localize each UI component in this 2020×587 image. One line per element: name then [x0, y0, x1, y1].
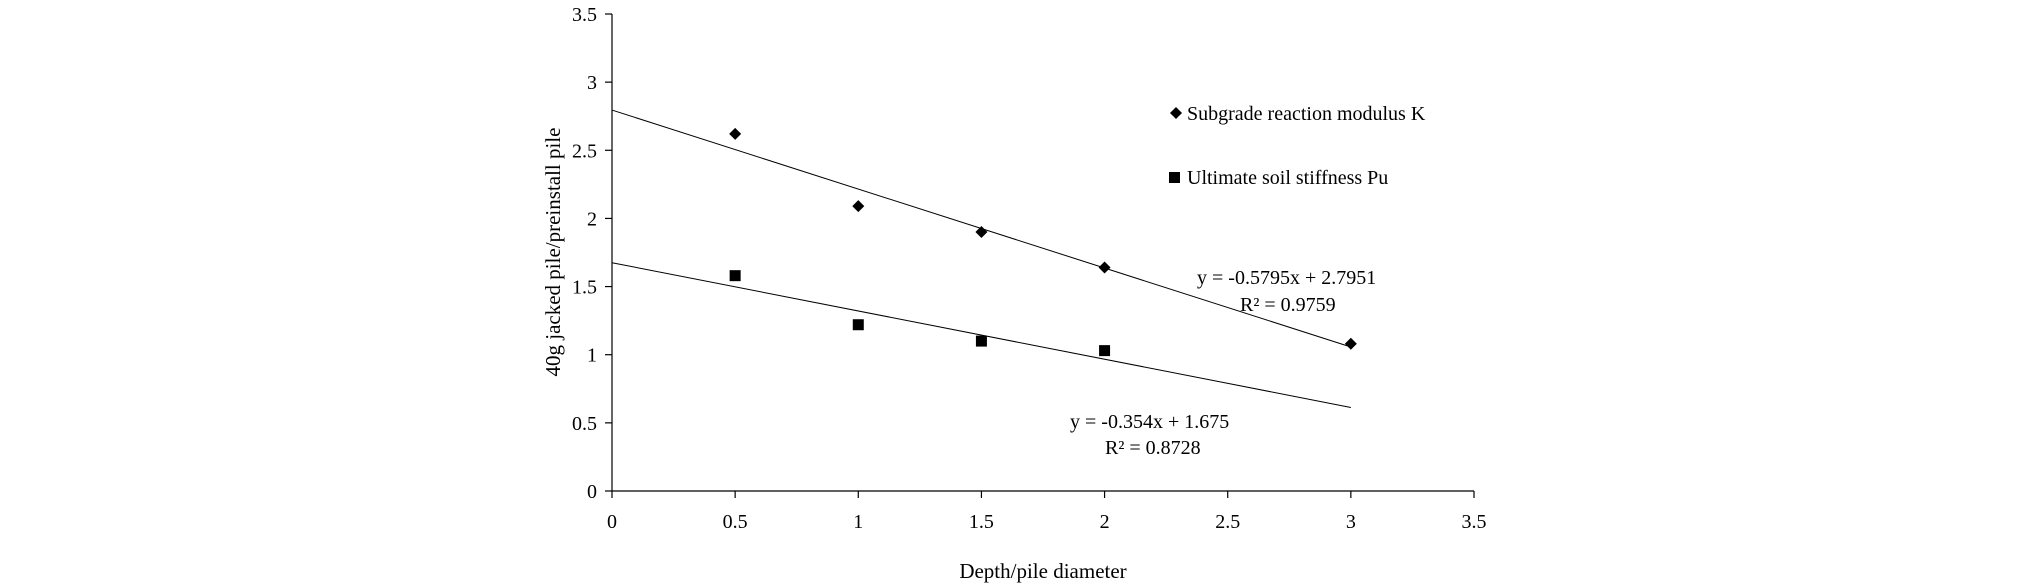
y-axis-title: 40g jacked pile/preinstall pile [541, 127, 565, 376]
y-tick-label: 3.5 [572, 4, 597, 26]
x-tick-label: 3 [1346, 511, 1356, 533]
y-tick-label: 2.5 [572, 140, 597, 162]
trendline-pu [611, 262, 1351, 408]
y-tick-label: 2 [587, 208, 597, 230]
point-square [729, 270, 741, 282]
point-diamond [729, 127, 742, 140]
data-points [729, 127, 1357, 357]
y-tick-label: 3 [587, 72, 597, 94]
plot-area [611, 14, 1474, 492]
x-tick-label: 3.5 [1462, 511, 1487, 533]
point-diamond [852, 200, 865, 213]
x-tick-label: 1.5 [969, 511, 994, 533]
legend-square-marker [1169, 172, 1180, 183]
point-square [1099, 345, 1111, 357]
trendlines [611, 109, 1352, 408]
point-square [975, 335, 987, 347]
point-diamond [1344, 337, 1357, 350]
x-axis-title: Depth/pile diameter [959, 559, 1126, 583]
point-diamond [1098, 261, 1111, 274]
r2-k: R² = 0.9759 [1240, 294, 1336, 316]
x-tick-label: 0 [607, 511, 617, 533]
point-square [852, 319, 864, 331]
x-tick-label: 2.5 [1215, 511, 1240, 533]
y-tick-label: 0 [587, 481, 597, 503]
r2-pu: R² = 0.8728 [1105, 437, 1201, 459]
y-tick-label: 0.5 [572, 413, 597, 435]
trendline-labels: y = -0.5795x + 2.7951 R² = 0.9759 y = -0… [1070, 267, 1376, 459]
equation-k: y = -0.5795x + 2.7951 [1197, 267, 1376, 289]
x-tick-label: 0.5 [723, 511, 748, 533]
legend: Subgrade reaction modulus K Ultimate soi… [1169, 103, 1426, 189]
x-tick-label: 1 [853, 511, 863, 533]
x-axis-ticks: 0 0.5 1 1.5 2 2.5 3 3.5 [607, 491, 1487, 533]
equation-pu: y = -0.354x + 1.675 [1070, 411, 1229, 433]
y-tick-label: 1 [587, 345, 597, 367]
point-diamond [975, 226, 988, 239]
y-tick-label: 1.5 [572, 277, 597, 299]
legend-diamond-marker [1170, 107, 1182, 119]
x-tick-label: 2 [1100, 511, 1110, 533]
y-axis-ticks: 0 0.5 1 1.5 2 2.5 3 3.5 [572, 4, 612, 503]
legend-label-pu: Ultimate soil stiffness Pu [1187, 167, 1388, 189]
legend-label-k: Subgrade reaction modulus K [1187, 103, 1426, 125]
